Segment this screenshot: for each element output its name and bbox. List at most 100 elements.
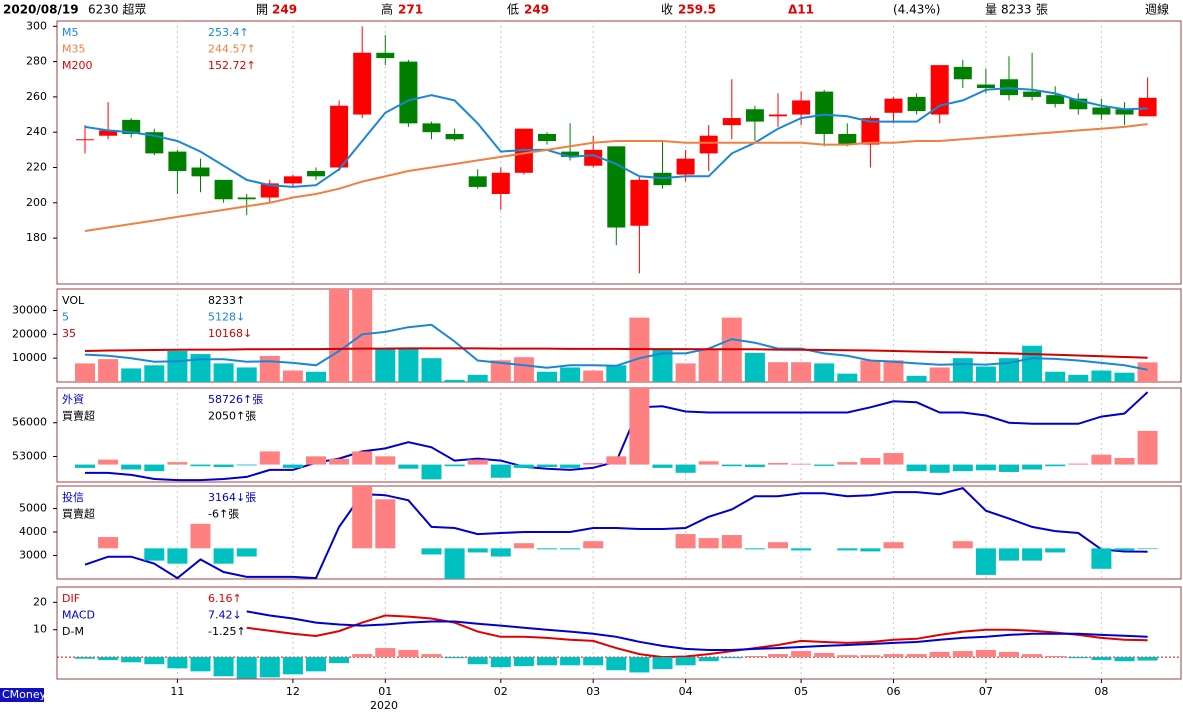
- bar: [490, 464, 511, 478]
- volume-bar: [444, 379, 465, 382]
- volume-bar: [906, 375, 927, 382]
- candle-body: [353, 52, 372, 115]
- panel-border: [56, 387, 1182, 483]
- volume-bar: [975, 366, 996, 382]
- bar: [398, 649, 419, 658]
- y-tick-label: 280: [26, 55, 47, 68]
- bar: [583, 462, 604, 465]
- volume-bar: [1091, 370, 1112, 382]
- bar: [537, 464, 557, 468]
- bar: [190, 523, 211, 549]
- bar: [837, 655, 858, 658]
- bar: [490, 548, 511, 557]
- bar: [698, 538, 719, 549]
- x-tick-label: 03: [586, 685, 600, 698]
- bar: [1114, 458, 1135, 465]
- quote-value: 271: [398, 3, 423, 17]
- bar: [952, 541, 973, 549]
- bar: [768, 462, 788, 465]
- x-tick-label: 01: [378, 685, 392, 698]
- line: [84, 123, 1148, 232]
- candle-body: [676, 158, 695, 175]
- bar: [560, 548, 581, 550]
- bar: [1045, 464, 1066, 467]
- bar: [352, 451, 373, 465]
- bar: [167, 462, 188, 465]
- bar: [999, 548, 1019, 561]
- header: 2020/08/19 6230 超眾 開 249 高 271 低 249 收 2…: [3, 2, 1169, 17]
- bar: [721, 535, 742, 549]
- legend-name: DIF: [62, 592, 80, 605]
- bar: [375, 456, 396, 465]
- bar: [791, 548, 812, 551]
- legend-value: 152.72↑: [208, 59, 256, 72]
- x-tick-label: 06: [887, 685, 901, 698]
- x-tick-label: 08: [1094, 685, 1108, 698]
- candle-body: [330, 105, 349, 168]
- bar: [421, 654, 442, 658]
- bar: [629, 388, 650, 465]
- bar: [1045, 548, 1066, 553]
- candle-body: [745, 109, 764, 122]
- legend-name: M5: [62, 26, 79, 39]
- legend-name: VOL: [62, 294, 85, 307]
- bar: [860, 458, 881, 465]
- candle-body: [769, 114, 787, 117]
- volume-bar: [121, 368, 142, 382]
- line: [84, 87, 1148, 188]
- y-tick-label: 53000: [12, 449, 47, 462]
- bar: [906, 464, 927, 472]
- candle-body: [214, 179, 233, 200]
- bar: [1114, 657, 1135, 662]
- volume-bar: [744, 352, 765, 382]
- candle-body: [838, 133, 857, 145]
- bar: [791, 651, 812, 658]
- legend-value: 5128↓: [208, 311, 245, 324]
- bar: [282, 657, 303, 675]
- volume-bar: [329, 289, 350, 382]
- legend-name: M35: [62, 43, 86, 56]
- bar: [513, 464, 534, 468]
- y-tick-label: 200: [26, 196, 47, 209]
- bar: [560, 464, 581, 468]
- legend-value: 244.57↑: [208, 43, 256, 56]
- y-tick-label: 240: [26, 125, 47, 138]
- bar: [421, 464, 442, 480]
- volume-bar: [144, 365, 165, 382]
- candle-body: [538, 133, 556, 142]
- quote-label: 收: [661, 3, 673, 17]
- quote-label: 高: [381, 2, 393, 17]
- bar: [190, 657, 211, 672]
- bar: [929, 651, 950, 658]
- brand: CMoney: [2, 688, 47, 701]
- y-tick-label: 30000: [12, 303, 47, 316]
- bar: [860, 548, 881, 552]
- panel-border: [56, 20, 1182, 285]
- volume-bar: [259, 356, 280, 382]
- bar: [1091, 548, 1112, 569]
- bar: [698, 461, 719, 465]
- y-tick-label: 10000: [12, 351, 47, 364]
- bar: [144, 657, 165, 665]
- bar: [213, 464, 234, 468]
- bar: [121, 464, 142, 470]
- candle-body: [399, 61, 418, 124]
- volume-bar: [490, 360, 511, 382]
- bar: [1137, 548, 1158, 549]
- candle-body: [422, 123, 441, 133]
- bar: [952, 464, 973, 472]
- bar: [791, 463, 812, 465]
- volume-bar: [352, 289, 373, 382]
- bar: [606, 456, 627, 465]
- stock: 6230 超眾: [88, 2, 146, 17]
- candle-body: [191, 167, 210, 177]
- bar: [98, 537, 119, 549]
- y-tick-label: 20: [33, 595, 47, 608]
- bar: [583, 657, 604, 666]
- bar: [814, 464, 835, 466]
- volume-bar: [421, 358, 442, 382]
- bar: [1091, 657, 1112, 661]
- bar: [1137, 430, 1158, 465]
- volume-bar: [698, 349, 719, 382]
- bar: [213, 657, 234, 677]
